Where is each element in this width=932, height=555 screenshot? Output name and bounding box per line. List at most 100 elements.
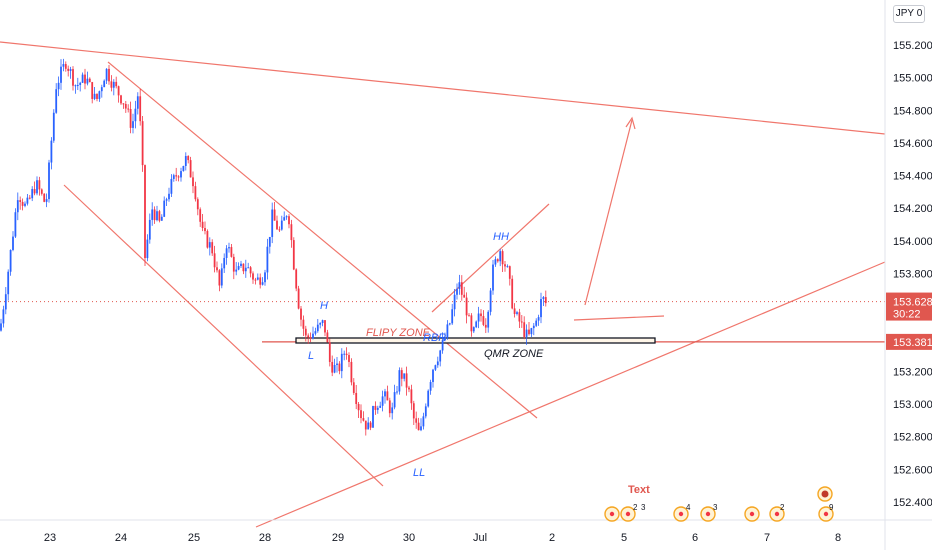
candle-down	[252, 271, 254, 284]
time-tick-label: 8	[835, 532, 841, 544]
candle-body	[96, 93, 98, 99]
last-price-value: 153.628	[893, 297, 932, 309]
candle-body	[189, 160, 192, 178]
annotation-rbr: RBR	[423, 332, 446, 344]
candle-body	[446, 324, 449, 338]
candle-down	[300, 306, 302, 327]
candle-up	[372, 405, 374, 428]
candle-body	[62, 64, 65, 67]
candle-body	[381, 396, 384, 406]
candle-down	[307, 333, 310, 344]
candle-body	[230, 247, 233, 257]
candle-body	[69, 69, 72, 71]
candle-up	[540, 292, 542, 324]
candle-body	[117, 86, 120, 96]
ascending-support-line	[255, 261, 886, 528]
candle-body	[508, 266, 511, 279]
candle-up	[420, 418, 422, 432]
descending-resistance-line	[0, 41, 886, 135]
candle-body	[429, 382, 432, 391]
candle-down	[528, 322, 530, 336]
candle-body	[302, 319, 305, 329]
candle-up	[16, 192, 19, 221]
candle-body	[218, 270, 221, 286]
candle-up	[208, 237, 211, 256]
candle-down	[72, 66, 74, 91]
candle-body	[48, 162, 50, 200]
candle-down	[129, 101, 132, 134]
candle-body	[321, 320, 324, 323]
candle-body	[175, 175, 178, 177]
candle-body	[528, 329, 530, 335]
candle-up	[79, 81, 82, 92]
candle-down	[302, 315, 305, 337]
candle-down	[326, 329, 329, 343]
candle-body	[535, 320, 538, 326]
candle-body	[276, 220, 278, 230]
candle-body	[14, 212, 17, 237]
candle-body	[314, 331, 317, 334]
candle-down	[297, 285, 300, 310]
candle-up	[492, 260, 494, 295]
candle-down	[374, 401, 377, 415]
price-tick-label: 152.600	[893, 464, 932, 476]
candle-body	[415, 418, 418, 423]
candle-body	[379, 405, 382, 408]
currency-selector[interactable]: JPY 0	[893, 5, 925, 23]
candle-body	[172, 175, 175, 179]
candle-body	[177, 176, 180, 178]
candle-body	[333, 365, 336, 373]
candle-down	[386, 385, 389, 401]
candle-body	[31, 189, 34, 199]
candle-down	[122, 103, 125, 109]
candle-body	[259, 277, 262, 285]
candle-body	[319, 322, 322, 325]
candle-body	[208, 242, 211, 248]
candle-body	[324, 320, 326, 333]
candle-up	[228, 242, 230, 253]
candle-down	[158, 209, 161, 223]
time-tick-label: 2	[549, 532, 555, 544]
candle-up	[103, 79, 106, 88]
candle-body	[482, 316, 485, 325]
candle-body	[494, 259, 497, 265]
candle-body	[396, 391, 398, 393]
candle-up	[458, 274, 461, 295]
candle-up	[24, 201, 26, 208]
candle-down	[216, 261, 218, 273]
candle-body	[21, 201, 24, 206]
candle-body	[520, 321, 523, 323]
candle-down	[43, 193, 46, 203]
candle-body	[496, 259, 499, 262]
candle-up	[151, 202, 154, 226]
candle-body	[453, 294, 456, 310]
candle-down	[67, 65, 70, 77]
candle-body	[316, 324, 319, 332]
candle-body	[139, 96, 142, 122]
candle-up	[393, 384, 396, 410]
candle-up	[223, 253, 226, 273]
candle-up	[448, 322, 451, 326]
descending-channel-lower-line	[63, 184, 384, 487]
candle-body	[38, 180, 41, 190]
candle-body	[249, 267, 252, 274]
candle-body	[43, 193, 46, 202]
candle-up	[530, 327, 533, 337]
candle-body	[357, 404, 360, 411]
candle-body	[225, 248, 228, 258]
time-tick-label: 24	[115, 532, 127, 544]
candle-down	[230, 243, 233, 258]
candle-body	[16, 200, 19, 213]
annotation-h: H	[320, 300, 328, 312]
candle-up	[487, 310, 490, 333]
candle-body	[460, 282, 463, 295]
candle-down	[465, 292, 468, 324]
candle-body	[367, 422, 370, 430]
candle-body	[304, 328, 307, 336]
candle-body	[456, 288, 458, 295]
candle-up	[343, 350, 346, 361]
